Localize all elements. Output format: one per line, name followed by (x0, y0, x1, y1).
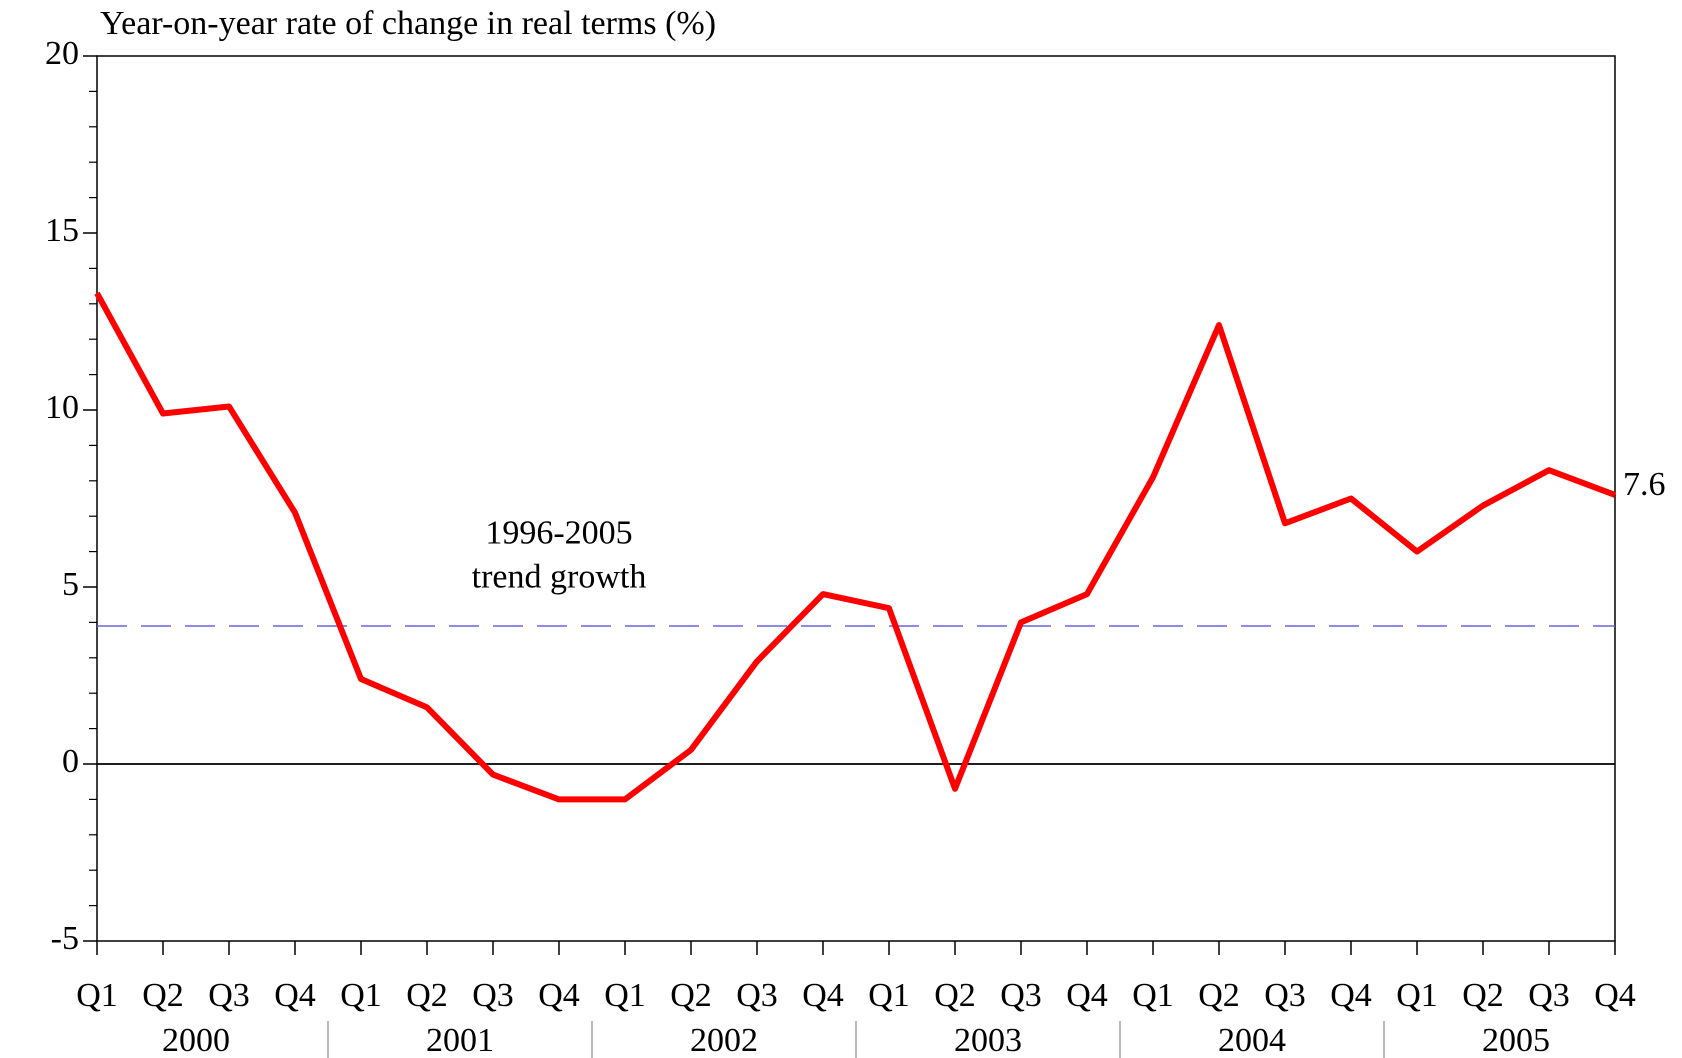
x-tick-label: Q4 (1066, 977, 1108, 1014)
x-group-label: 2005 (1482, 1022, 1550, 1058)
x-tick-label: Q2 (934, 977, 976, 1014)
x-group-label: 2000 (162, 1022, 230, 1058)
y-tick-label: 15 (45, 212, 79, 249)
y-tick-label: 20 (45, 35, 79, 72)
x-tick-label: Q4 (274, 977, 316, 1014)
x-tick-label: Q3 (208, 977, 250, 1014)
x-tick-label: Q2 (670, 977, 712, 1014)
x-tick-label: Q2 (1198, 977, 1240, 1014)
x-tick-label: Q4 (802, 977, 844, 1014)
x-tick-label: Q4 (538, 977, 580, 1014)
x-tick-label: Q4 (1330, 977, 1372, 1014)
x-tick-label: Q1 (76, 977, 118, 1014)
x-group-label: 2001 (426, 1022, 494, 1058)
x-group-label: 2003 (954, 1022, 1022, 1058)
end-value-label: 7.6 (1623, 466, 1666, 503)
x-group-label: 2002 (690, 1022, 758, 1058)
x-group-label: 2004 (1218, 1022, 1286, 1058)
x-tick-label: Q1 (1396, 977, 1438, 1014)
y-tick-label: 5 (62, 566, 79, 603)
x-tick-label: Q3 (1264, 977, 1306, 1014)
x-tick-label: Q3 (736, 977, 778, 1014)
x-tick-label: Q3 (1000, 977, 1042, 1014)
x-tick-label: Q2 (1462, 977, 1504, 1014)
x-tick-label: Q2 (142, 977, 184, 1014)
x-tick-label: Q2 (406, 977, 448, 1014)
x-tick-label: Q1 (604, 977, 646, 1014)
trend-label: trend growth (472, 559, 647, 596)
y-tick-label: 10 (45, 389, 79, 426)
y-tick-label: -5 (51, 920, 79, 957)
x-tick-label: Q1 (340, 977, 382, 1014)
line-series (94, 291, 1617, 803)
x-tick-label: Q3 (472, 977, 514, 1014)
trend-label: 1996-2005 (485, 515, 632, 552)
x-tick-label: Q3 (1528, 977, 1570, 1014)
x-tick-label: Q1 (1132, 977, 1174, 1014)
plot-frame (96, 55, 1616, 942)
x-tick-label: Q1 (868, 977, 910, 1014)
x-tick-label: Q4 (1594, 977, 1636, 1014)
y-tick-label: 0 (62, 743, 79, 780)
chart-title: Year-on-year rate of change in real term… (100, 5, 716, 42)
